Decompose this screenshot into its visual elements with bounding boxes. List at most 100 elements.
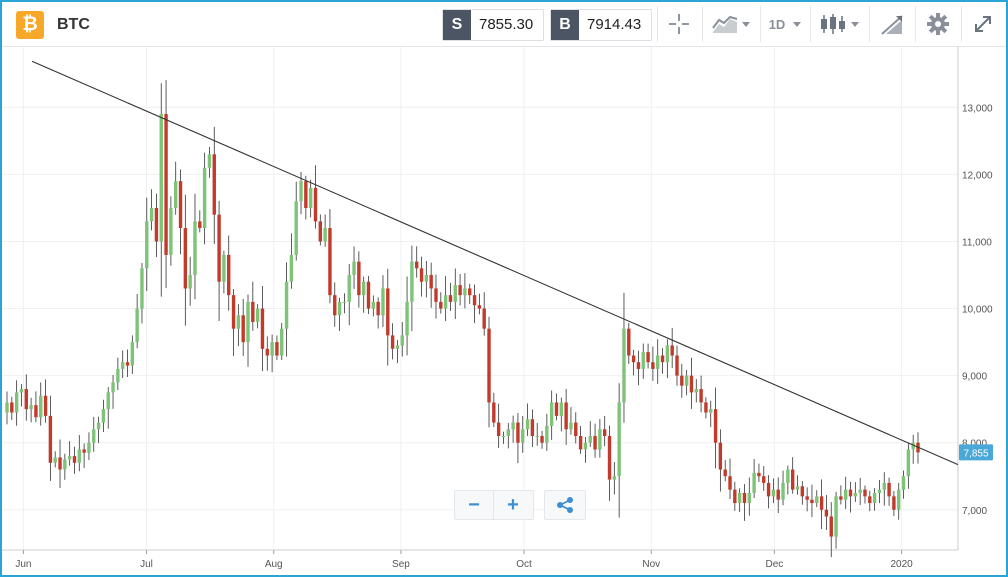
candle-body [289,254,294,282]
candle-body [77,449,82,463]
sell-price-button[interactable]: S 7855.30 [442,9,544,41]
candle-body [198,221,202,229]
candle-body [670,345,674,356]
candle-body [853,492,858,497]
candle-style-button[interactable] [810,6,867,42]
candle-body [810,499,814,504]
candle-body [34,405,38,418]
candle-body [96,422,101,430]
candle-body [574,422,578,436]
candle-body [752,472,756,493]
y-tick-label: 11,000 [962,237,992,248]
candle-body [43,395,48,416]
candle-body [130,342,135,366]
candle-body [627,328,631,356]
candle-body [829,516,833,537]
candle-body [487,328,491,403]
candle-body [458,285,462,296]
price-chart[interactable]: 7,000 8,000 9,000 10,000 11,000 12,000 13,000 J… [2,47,1006,575]
candle-body [742,492,747,504]
candle-body [246,301,250,343]
candle-body [602,429,607,436]
candle-body [352,261,356,276]
chart-type-button[interactable] [702,6,759,42]
candle-body [704,402,708,413]
candle-body [183,228,188,289]
zoom-out-button[interactable]: − [468,493,480,516]
candle-body [318,221,323,242]
symbol-title: BTC [57,16,90,33]
buy-price-button[interactable]: B 7914.43 [550,9,652,41]
share-button[interactable] [544,490,586,520]
candle-body [280,328,284,356]
candle-body [323,228,327,242]
candle-body [554,402,559,416]
candle-body [53,457,57,463]
y-tick-label: 8,000 [962,439,987,450]
candle-body [275,342,279,356]
candle-body [188,275,192,289]
candle-body [472,295,477,306]
drawing-tools-icon [881,15,903,35]
candle-body [333,295,337,316]
candle-body [424,275,429,282]
candle-body [545,425,549,443]
candle-body [135,308,139,343]
buy-price: 7914.43 [587,16,642,33]
candle-body [848,489,853,497]
candle-body [583,442,588,450]
candle-body [140,268,144,309]
x-tick-label: Dec [765,559,783,570]
candle-body [366,281,371,309]
chevron-down-icon [793,21,802,27]
candle-body [631,355,636,363]
candle-body [82,449,86,453]
candle-body [501,435,506,437]
candle-body [728,476,732,490]
candle-body [892,496,896,510]
candle-body [361,281,366,296]
candle-body [843,489,848,500]
candle-body [357,261,361,296]
chevron-down-icon [851,21,859,27]
candle-body [255,308,260,322]
candle-body [304,181,308,208]
candle-body [877,489,882,493]
share-control[interactable] [545,491,585,519]
fullscreen-button[interactable] [961,6,1004,42]
drawing-tools-button[interactable] [869,6,914,42]
candle-body [178,181,183,229]
timeframe-select[interactable]: 1D [760,6,809,42]
candle-body [762,476,766,483]
candle-body [202,167,207,229]
x-tick-label: Sep [392,559,410,570]
bitcoin-logo-icon: ₿ [16,11,44,39]
y-tick-label: 7,000 [962,506,987,517]
zoom-in-button[interactable]: + [493,491,532,519]
sell-price: 7855.30 [479,16,534,33]
candle-body [776,489,780,500]
candle-body [713,409,718,443]
candle-body [607,435,612,480]
candle-body [174,181,178,208]
settings-button[interactable] [915,6,960,42]
crosshair-button[interactable] [657,6,700,42]
candle-body [882,482,886,490]
candle-body [699,389,703,403]
trend-line [31,60,959,466]
candlestick-icon [821,14,845,34]
candle-body [371,301,376,309]
candle-body [496,422,501,436]
candle-body [747,492,751,504]
candle-body [63,459,67,470]
candle-body [569,422,573,430]
candle-body [733,489,737,504]
candle-body [815,496,819,504]
candle-body [525,419,530,430]
candle-body [381,288,385,316]
candle-body [120,362,125,369]
candle-body [709,409,713,413]
y-tick-label: 13,000 [962,103,993,114]
candle-body [48,415,53,463]
candle-body [405,301,409,336]
